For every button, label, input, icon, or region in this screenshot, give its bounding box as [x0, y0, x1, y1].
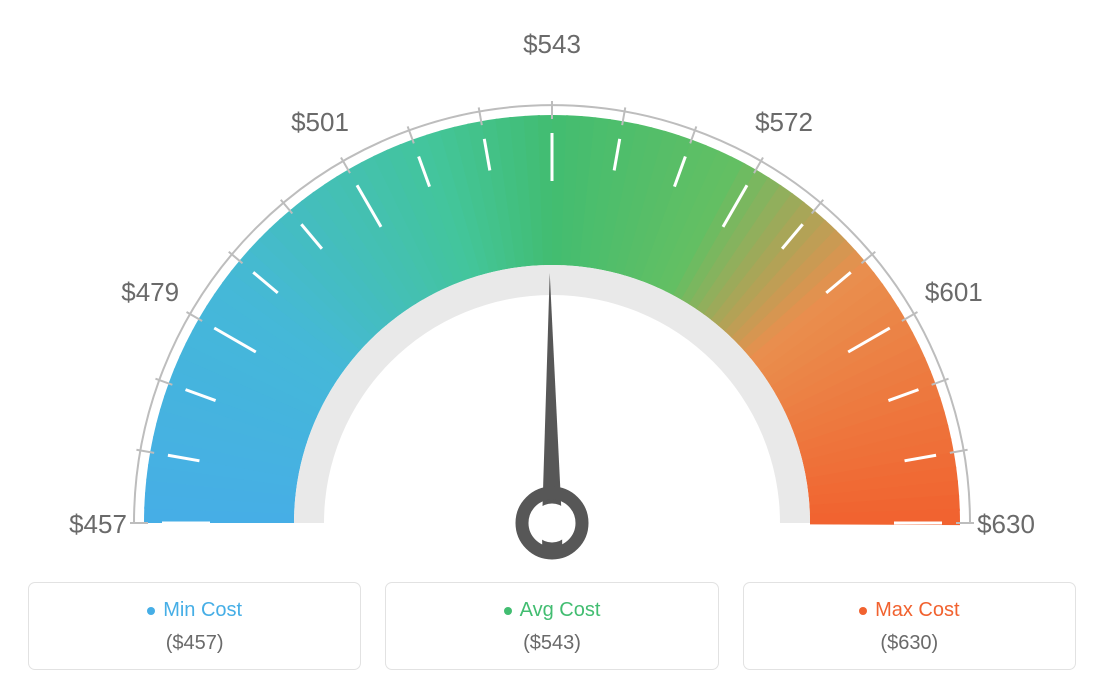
gauge-svg: $457 $479 $501 $543 $572 $601 $630 — [0, 0, 1104, 560]
legend-row: Min Cost ($457) Avg Cost ($543) Max Cost… — [0, 582, 1104, 670]
svg-text:$479: $479 — [121, 277, 179, 307]
legend-min-label: Min Cost — [163, 599, 242, 622]
legend-avg-label: Avg Cost — [520, 599, 601, 622]
legend-avg: Avg Cost ($543) — [385, 582, 718, 670]
legend-avg-value: ($543) — [396, 632, 707, 655]
legend-min: Min Cost ($457) — [28, 582, 361, 670]
svg-text:$630: $630 — [977, 509, 1035, 539]
legend-dot-min — [147, 607, 155, 615]
cost-gauge: $457 $479 $501 $543 $572 $601 $630 — [0, 0, 1104, 560]
legend-max: Max Cost ($630) — [743, 582, 1076, 670]
legend-min-value: ($457) — [39, 632, 350, 655]
svg-text:$543: $543 — [523, 29, 581, 59]
legend-dot-max — [859, 607, 867, 615]
legend-dot-avg — [504, 607, 512, 615]
svg-text:$501: $501 — [291, 107, 349, 137]
svg-text:$457: $457 — [69, 509, 127, 539]
legend-max-value: ($630) — [754, 632, 1065, 655]
svg-text:$601: $601 — [925, 277, 983, 307]
svg-text:$572: $572 — [755, 107, 813, 137]
legend-max-label: Max Cost — [875, 599, 959, 622]
